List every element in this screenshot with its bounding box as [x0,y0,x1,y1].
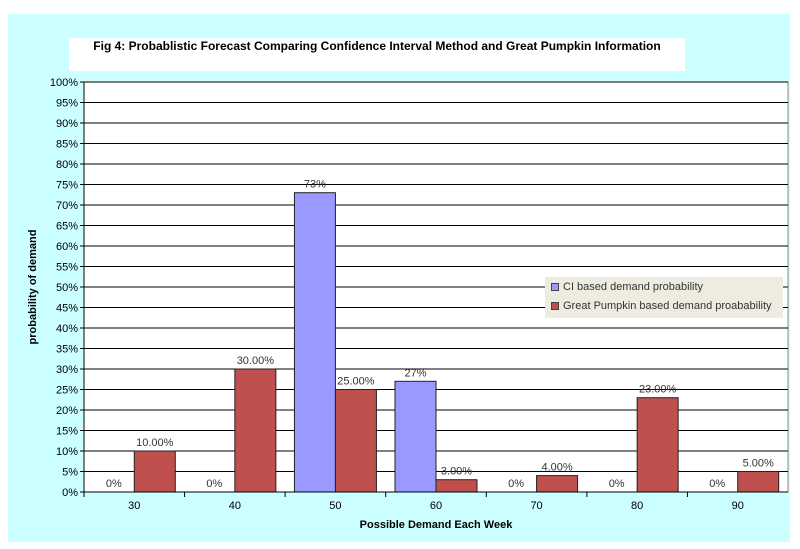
data-label: 0% [106,478,122,490]
x-tick-label: 30 [128,500,140,512]
data-label: 73% [304,179,326,191]
y-tick-label: 65% [56,221,78,233]
y-tick-label: 95% [56,98,78,110]
y-tick-label: 15% [56,426,78,438]
bar-great-pumpkin [435,479,478,493]
y-tick-label: 0% [62,487,78,499]
legend-label: CI based demand probability [563,280,704,293]
y-tick-label: 100% [50,77,78,89]
data-label: 3.00% [441,466,472,478]
data-label: 4.00% [541,462,572,474]
data-label: 30.00% [237,355,275,367]
bar-great-pumpkin [536,475,579,493]
bar-great-pumpkin [737,471,780,493]
bar-great-pumpkin [334,389,377,493]
x-tick-label: 80 [631,500,643,512]
y-tick-label: 50% [56,282,78,294]
y-tick-label: 90% [56,118,78,130]
y-axis-label: probability of demand [27,230,39,345]
legend-item: CI based demand probability [545,277,783,296]
bar-ci [293,192,336,493]
legend-swatch [551,301,559,310]
y-tick-label: 45% [56,303,78,315]
data-label: 10.00% [136,437,174,449]
y-tick-label: 40% [56,323,78,335]
y-tick-label: 30% [56,364,78,376]
y-tick-label: 75% [56,180,78,192]
data-label: 0% [206,478,222,490]
x-tick-label: 90 [732,500,744,512]
data-label: 0% [508,478,524,490]
data-label: 5.00% [743,458,774,470]
data-label: 27% [404,367,426,379]
y-tick-label: 80% [56,159,78,171]
y-tick-label: 35% [56,344,78,356]
y-tick-label: 10% [56,446,78,458]
data-label: 0% [609,478,625,490]
x-tick-label: 60 [430,500,442,512]
y-tick-label: 25% [56,385,78,397]
y-tick-label: 85% [56,139,78,151]
y-tick-label: 55% [56,262,78,274]
y-tick-label: 5% [62,467,78,479]
legend-item: Great Pumpkin based demand proabability [545,296,783,315]
bar-great-pumpkin [636,397,679,493]
y-tick-label: 70% [56,200,78,212]
data-label: 25.00% [337,376,375,388]
data-label: 0% [709,478,725,490]
chart-title: Fig 4: Probablistic Forecast Comparing C… [69,38,685,71]
x-tick-label: 40 [229,500,241,512]
x-tick-label: 70 [530,500,542,512]
x-tick-label: 50 [329,500,341,512]
x-axis-label: Possible Demand Each Week [360,519,514,531]
y-tick-label: 60% [56,241,78,253]
bar-great-pumpkin [133,450,176,493]
y-tick-label: 20% [56,405,78,417]
legend-swatch [551,282,559,291]
bar-ci [394,380,437,493]
legend-label: Great Pumpkin based demand proabability [563,299,772,312]
bar-great-pumpkin [234,368,277,493]
data-label: 23.00% [639,384,677,396]
legend: CI based demand probability Great Pumpki… [545,277,783,318]
